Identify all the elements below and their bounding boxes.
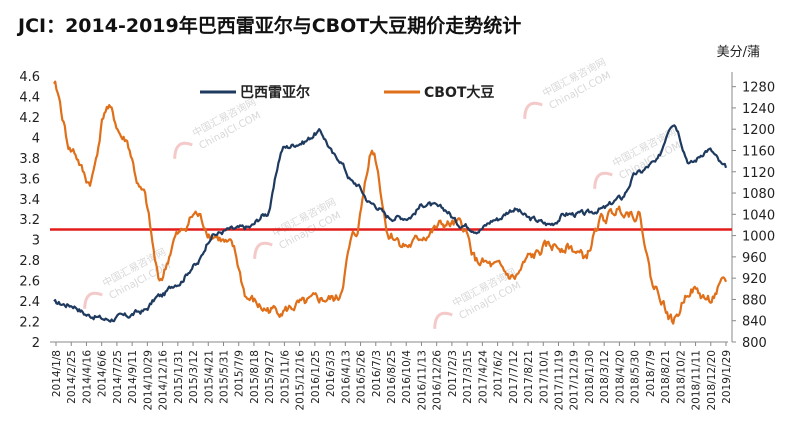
right-axis-tick-10: 1200 <box>742 123 775 138</box>
legend-label-cbot: CBOT大豆 <box>424 84 494 101</box>
x-axis-tick-9: 2015/3/12 <box>188 350 200 404</box>
right-axis-tick-12: 1280 <box>742 81 775 96</box>
x-axis-tick-38: 2018/5/30 <box>630 350 642 404</box>
left-axis-tick-2: 2.4 <box>19 295 40 310</box>
x-axis-tick-39: 2018/7/9 <box>645 350 657 397</box>
right-axis-tick-4: 960 <box>742 251 767 266</box>
x-axis-tick-36: 2018/3/12 <box>599 350 611 404</box>
x-axis-tick-5: 2014/9/11 <box>127 350 139 404</box>
right-axis-tick-6: 1040 <box>742 208 775 223</box>
right-axis-tick-0: 800 <box>742 336 767 351</box>
left-axis-tick-10: 4 <box>32 131 40 146</box>
x-axis-tick-41: 2018/10/2 <box>675 350 687 404</box>
x-axis-tick-43: 2018/12/20 <box>706 350 718 411</box>
right-axis-tick-9: 1160 <box>742 144 775 159</box>
x-axis-tick-10: 2015/4/21 <box>203 350 215 404</box>
x-axis-tick-44: 2019/1/29 <box>721 350 733 404</box>
x-axis-tick-4: 2014/7/25 <box>112 350 124 404</box>
left-axis-tick-13: 4.6 <box>19 70 40 85</box>
right-axis-tick-11: 1240 <box>742 102 775 117</box>
x-axis-tick-26: 2017/2/3 <box>447 350 459 397</box>
left-axis-tick-5: 3 <box>32 234 40 249</box>
x-axis-tick-37: 2018/4/20 <box>614 350 626 404</box>
x-axis-tick-33: 2017/11/19 <box>554 350 566 411</box>
x-axis-tick-42: 2018/11/11 <box>691 350 703 411</box>
x-axis-tick-0: 2014/1/8 <box>51 350 63 397</box>
x-axis-tick-17: 2016/1/25 <box>310 350 322 404</box>
x-axis-tick-22: 2016/8/25 <box>386 350 398 404</box>
left-axis-tick-12: 4.4 <box>19 90 40 105</box>
x-axis-tick-35: 2018/1/30 <box>584 350 596 404</box>
x-axis-tick-2: 2014/4/16 <box>81 350 93 404</box>
x-axis-tick-19: 2016/4/13 <box>340 350 352 404</box>
x-axis-tick-25: 2016/12/26 <box>432 350 444 411</box>
x-axis-tick-31: 2017/8/21 <box>523 350 535 404</box>
x-axis-tick-32: 2017/10/1 <box>538 350 550 404</box>
left-axis-tick-11: 4.2 <box>19 111 40 126</box>
x-axis-tick-23: 2016/10/4 <box>401 350 413 404</box>
chart-title: JCI：2014-2019年巴西雷亚尔与CBOT大豆期价走势统计 <box>16 14 521 37</box>
x-axis-tick-20: 2016/5/26 <box>356 350 368 404</box>
x-axis-tick-15: 2015/11/6 <box>279 350 291 404</box>
legend-label-brazil: 巴西雷亚尔 <box>240 84 310 101</box>
x-axis: 2014/1/8 2014/2/25 2014/4/16 2014/6/6 2014/7… <box>50 341 733 411</box>
x-axis-tick-12: 2015/7/9 <box>234 350 246 397</box>
x-axis-tick-11: 2015/5/31 <box>219 350 231 404</box>
x-axis-tick-24: 2016/11/13 <box>416 350 428 411</box>
right-axis-tick-2: 880 <box>742 293 767 308</box>
x-axis-tick-6: 2014/10/29 <box>142 350 154 411</box>
x-axis-tick-14: 2015/9/27 <box>264 350 276 404</box>
x-axis-tick-40: 2018/8/21 <box>660 350 672 404</box>
left-y-axis: 2 2.2 2.4 2.6 2.8 3 3.2 3.4 3.6 3.8 4 4.2 4.4 4.6 <box>19 70 40 351</box>
right-axis-tick-3: 920 <box>742 272 767 287</box>
right-axis-unit-label: 美分/蒲 <box>717 45 760 60</box>
left-axis-tick-8: 3.6 <box>19 172 40 187</box>
x-axis-tick-18: 2016/3/3 <box>325 350 337 397</box>
x-axis-tick-8: 2015/1/31 <box>173 350 185 404</box>
x-axis-tick-16: 2015/12/16 <box>295 350 307 411</box>
left-axis-tick-3: 2.6 <box>19 275 40 290</box>
series-line-brazil-real <box>53 124 728 323</box>
right-axis-tick-7: 1080 <box>742 187 775 202</box>
left-axis-tick-4: 2.8 <box>19 254 40 269</box>
left-axis-tick-9: 3.8 <box>19 152 40 167</box>
x-axis-tick-28: 2017/4/24 <box>477 350 489 404</box>
x-axis-tick-13: 2015/8/18 <box>249 350 261 404</box>
left-axis-tick-6: 3.2 <box>19 213 40 228</box>
left-axis-tick-0: 2 <box>32 336 40 351</box>
x-axis-tick-29: 2017/6/2 <box>493 350 505 397</box>
right-y-axis: 800 840 880 920 960 1000 1040 1080 1120 1160 1200 1… <box>731 72 775 351</box>
x-axis-tick-34: 2017/12/19 <box>569 350 581 411</box>
series-line-cbot-soybean <box>53 80 728 325</box>
left-axis-tick-7: 3.4 <box>19 193 40 208</box>
legend: 巴西雷亚尔 CBOT大豆 <box>200 84 494 101</box>
x-axis-tick-7: 2014/12/16 <box>158 350 170 411</box>
x-axis-tick-1: 2014/2/25 <box>66 350 78 404</box>
left-axis-tick-1: 2.2 <box>19 316 40 331</box>
x-axis-tick-3: 2014/6/6 <box>97 350 109 397</box>
x-axis-tick-21: 2016/7/3 <box>371 350 383 397</box>
x-axis-tick-30: 2017/7/12 <box>508 350 520 404</box>
right-axis-tick-8: 1120 <box>742 166 775 181</box>
x-axis-tick-27: 2017/3/15 <box>462 350 474 404</box>
right-axis-tick-1: 840 <box>742 315 767 330</box>
right-axis-tick-5: 1000 <box>742 230 775 245</box>
